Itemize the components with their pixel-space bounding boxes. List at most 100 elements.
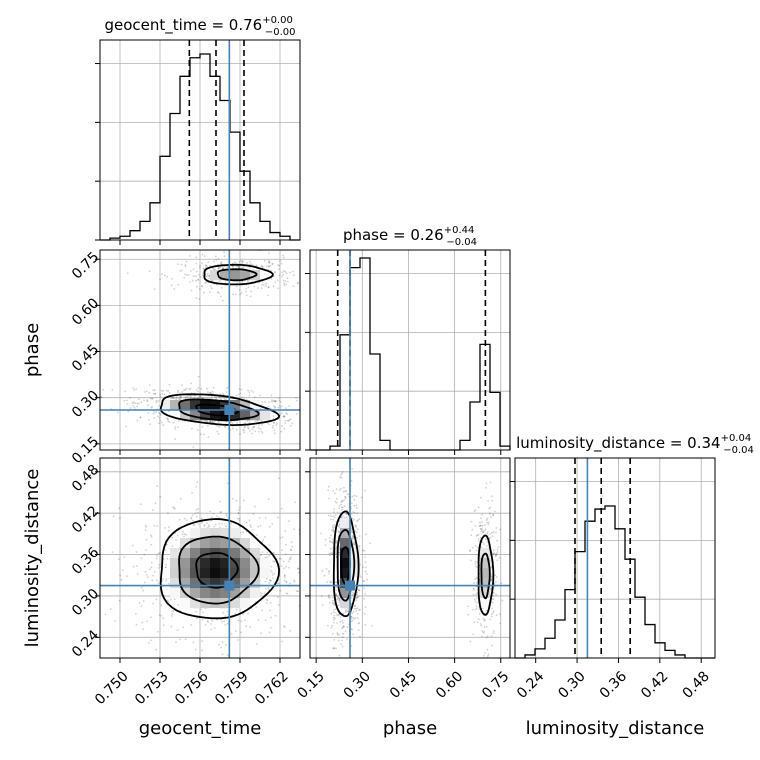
scatter-point xyxy=(114,620,116,622)
scatter-point xyxy=(171,545,174,548)
scatter-point xyxy=(143,581,146,584)
scatter-point xyxy=(216,515,218,517)
scatter-point xyxy=(492,553,495,555)
scatter-point xyxy=(285,283,288,286)
scatter-point xyxy=(352,591,354,594)
scatter-point xyxy=(330,529,333,532)
scatter-point xyxy=(230,421,232,424)
density-cell xyxy=(480,578,491,589)
scatter-point xyxy=(493,592,495,595)
scatter-point xyxy=(157,582,160,585)
scatter-point xyxy=(483,620,486,622)
scatter-point xyxy=(332,490,335,492)
scatter-point xyxy=(485,486,487,489)
scatter-point xyxy=(284,419,286,422)
scatter-point xyxy=(335,488,338,491)
scatter-point xyxy=(152,509,154,511)
scatter-point xyxy=(473,582,475,585)
scatter-point xyxy=(356,512,359,514)
axes-frame xyxy=(514,457,716,659)
scatter-point xyxy=(155,401,158,404)
density-cell xyxy=(170,400,181,411)
scatter-point xyxy=(282,254,284,257)
scatter-point xyxy=(496,548,499,551)
scatter-point xyxy=(123,556,126,558)
scatter-point xyxy=(489,481,492,484)
scatter-point xyxy=(167,601,170,603)
scatter-point xyxy=(218,292,220,294)
density-cell xyxy=(190,538,201,549)
scatter-point xyxy=(183,535,186,538)
scatter-point xyxy=(200,388,203,390)
y-tick-label-phase: 0.30 xyxy=(69,388,102,421)
scatter-point xyxy=(200,608,203,611)
scatter-point xyxy=(192,275,195,278)
scatter-point xyxy=(476,553,479,556)
title-luminosity_distance: luminosity_distance = 0.34+0.04 −0.04 xyxy=(516,433,754,456)
scatter-point xyxy=(291,545,294,548)
scatter-point xyxy=(213,525,216,528)
scatter-point xyxy=(201,518,204,520)
scatter-point xyxy=(281,549,283,551)
scatter-point xyxy=(237,393,240,396)
scatter-point xyxy=(258,517,261,519)
scatter-point xyxy=(335,647,337,650)
scatter-point xyxy=(158,405,160,407)
scatter-point xyxy=(276,422,278,425)
scatter-point xyxy=(217,267,220,270)
scatter-point xyxy=(472,633,475,636)
scatter-point xyxy=(234,612,237,615)
truth-marker xyxy=(224,405,235,415)
scatter-point xyxy=(338,505,341,507)
scatter-point xyxy=(481,528,483,530)
scatter-point xyxy=(335,593,338,596)
scatter-point xyxy=(240,620,243,623)
scatter-point xyxy=(334,586,337,589)
density-cell xyxy=(230,588,241,599)
scatter-point xyxy=(129,397,131,399)
scatter-point xyxy=(288,566,290,569)
scatter-point xyxy=(333,508,336,511)
histogram-geocent_time xyxy=(100,53,300,241)
scatter-point xyxy=(290,541,293,544)
density-cell xyxy=(200,578,211,589)
scatter-point xyxy=(237,619,240,622)
scatter-point xyxy=(281,425,283,427)
scatter-point xyxy=(210,516,213,519)
scatter-point xyxy=(277,603,280,606)
scatter-point xyxy=(140,557,143,560)
scatter-point xyxy=(285,543,287,546)
scatter-point xyxy=(232,293,235,296)
scatter-point xyxy=(207,261,210,264)
scatter-point xyxy=(232,265,234,268)
scatter-point xyxy=(202,611,204,614)
scatter-point xyxy=(353,618,355,620)
scatter-point xyxy=(209,391,211,394)
scatter-point xyxy=(328,537,331,539)
scatter-point xyxy=(490,579,493,581)
scatter-point xyxy=(231,427,234,430)
scatter-point xyxy=(480,517,483,520)
scatter-point xyxy=(220,295,222,298)
scatter-point xyxy=(159,551,161,554)
scatter-point xyxy=(150,535,153,538)
scatter-point xyxy=(177,420,180,422)
scatter-point xyxy=(261,266,264,269)
title-geocent_time: geocent_time = 0.76+0.00 −0.00 xyxy=(105,15,296,38)
scatter-point xyxy=(81,498,83,500)
scatter-point xyxy=(495,580,497,583)
scatter-point xyxy=(214,255,217,258)
scatter-point xyxy=(342,515,344,517)
scatter-point xyxy=(252,391,255,393)
scatter-point xyxy=(351,539,354,541)
scatter-point xyxy=(172,506,174,508)
scatter-point xyxy=(170,625,173,628)
density-cell xyxy=(210,538,221,549)
scatter-point xyxy=(197,375,200,378)
scatter-point xyxy=(327,595,330,598)
scatter-point xyxy=(194,512,197,515)
scatter-point xyxy=(260,430,263,433)
scatter-point xyxy=(222,267,225,270)
scatter-point xyxy=(155,557,158,560)
contour-line xyxy=(159,518,281,620)
